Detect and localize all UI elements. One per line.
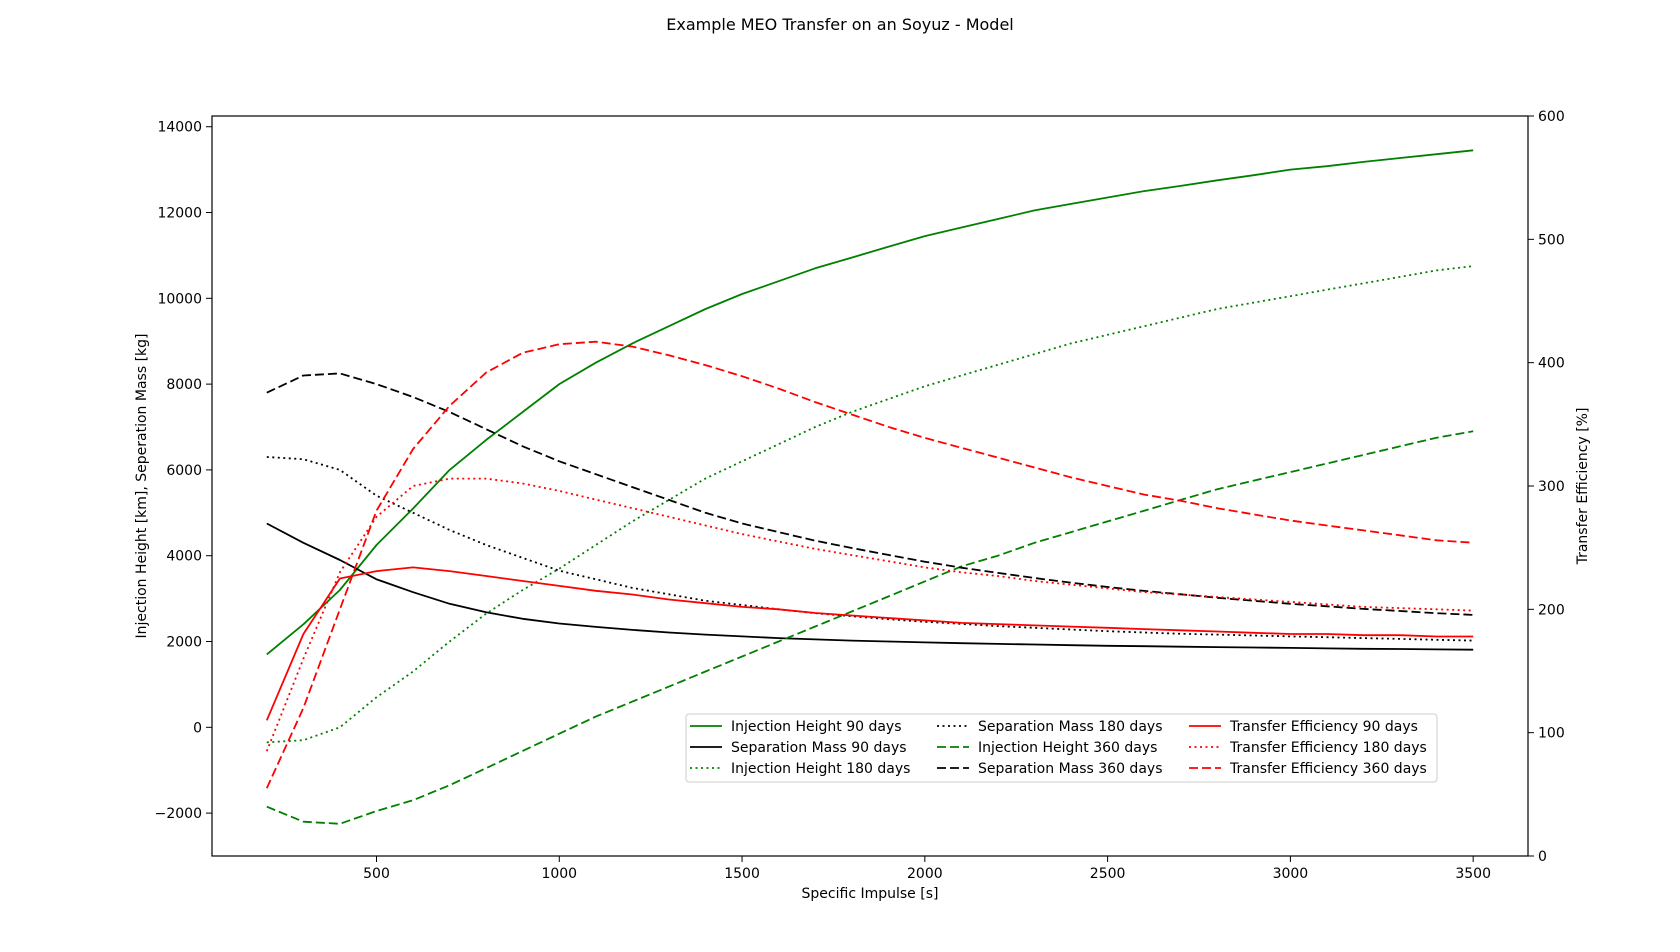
y-tick-label: 4000 bbox=[166, 549, 202, 565]
x-tick-label: 3500 bbox=[1455, 866, 1491, 882]
legend-label-injection-height-360-days: Injection Height 360 days bbox=[978, 740, 1157, 756]
legend-label-separation-mass-360-days: Separation Mass 360 days bbox=[978, 761, 1162, 777]
y-axis-label: Injection Height [km], Seperation Mass [… bbox=[134, 334, 150, 639]
y2-tick-label: 100 bbox=[1538, 726, 1565, 742]
legend-label-separation-mass-90-days: Separation Mass 90 days bbox=[731, 740, 907, 756]
legend-label-injection-height-90-days: Injection Height 90 days bbox=[731, 719, 902, 735]
series-line-separation-mass-90-days bbox=[266, 522, 1474, 651]
y2-tick-label: 400 bbox=[1538, 356, 1565, 372]
x-tick-label: 2000 bbox=[907, 866, 943, 882]
y-tick-label: 12000 bbox=[157, 206, 202, 222]
y-tick-label: 8000 bbox=[166, 377, 202, 393]
legend: Injection Height 90 days Separation Mass … bbox=[685, 713, 1438, 783]
series-layer bbox=[265, 149, 1474, 825]
legend-box bbox=[685, 713, 1438, 783]
y-tick-label: 10000 bbox=[157, 291, 202, 307]
y-tick-label: 0 bbox=[193, 720, 202, 736]
y2-tick-label: 500 bbox=[1538, 232, 1565, 248]
y-tick-label: 2000 bbox=[166, 635, 202, 651]
legend-label-transfer-efficiency-360-days: Transfer Efficiency 360 days bbox=[1229, 761, 1427, 777]
legend-label-transfer-efficiency-180-days: Transfer Efficiency 180 days bbox=[1229, 740, 1427, 756]
x-tick-label: 3000 bbox=[1273, 866, 1309, 882]
y-tick-label: 6000 bbox=[166, 463, 202, 479]
series-line-transfer-efficiency-180-days bbox=[265, 477, 1474, 752]
y2-tick-label: 200 bbox=[1538, 602, 1565, 618]
series-line-injection-height-90-days bbox=[266, 149, 1474, 656]
series-line-transfer-efficiency-90-days bbox=[265, 566, 1474, 721]
legend-label-injection-height-180-days: Injection Height 180 days bbox=[731, 761, 910, 777]
series-line-injection-height-180-days bbox=[266, 265, 1474, 744]
series-line-separation-mass-180-days bbox=[266, 456, 1474, 642]
y2-tick-label: 300 bbox=[1538, 479, 1565, 495]
x-axis-label: Specific Impulse [s] bbox=[802, 886, 939, 902]
y2-tick-label: 600 bbox=[1538, 109, 1565, 125]
x-tick-label: 1500 bbox=[724, 866, 760, 882]
legend-label-separation-mass-180-days: Separation Mass 180 days bbox=[978, 719, 1162, 735]
y-tick-label: 14000 bbox=[157, 120, 202, 136]
x-tick-label: 500 bbox=[363, 866, 390, 882]
x-tick-label: 1000 bbox=[541, 866, 577, 882]
legend-label-transfer-efficiency-90-days: Transfer Efficiency 90 days bbox=[1229, 719, 1418, 735]
y-tick-label: −2000 bbox=[155, 806, 202, 822]
series-line-injection-height-360-days bbox=[266, 430, 1474, 825]
x-tick-label: 2500 bbox=[1090, 866, 1126, 882]
y2-tick-label: 0 bbox=[1538, 849, 1547, 865]
chart-title: Example MEO Transfer on an Soyuz - Model bbox=[666, 15, 1014, 34]
x-axis: 500 1000 1500 2000 2500 3000 3500 bbox=[363, 856, 1491, 882]
legend-items: Injection Height 90 days Separation Mass … bbox=[690, 719, 1427, 777]
y-axis-right: 0 100 200 300 400 500 600 bbox=[1528, 109, 1565, 865]
y-axis-left: −2000 0 2000 4000 6000 8000 10000 12000 14000 bbox=[155, 120, 212, 822]
series-line-separation-mass-360-days bbox=[266, 372, 1474, 616]
y2-axis-label: Transfer Efficiency [%] bbox=[1575, 408, 1591, 566]
series-line-transfer-efficiency-360-days bbox=[265, 340, 1474, 789]
